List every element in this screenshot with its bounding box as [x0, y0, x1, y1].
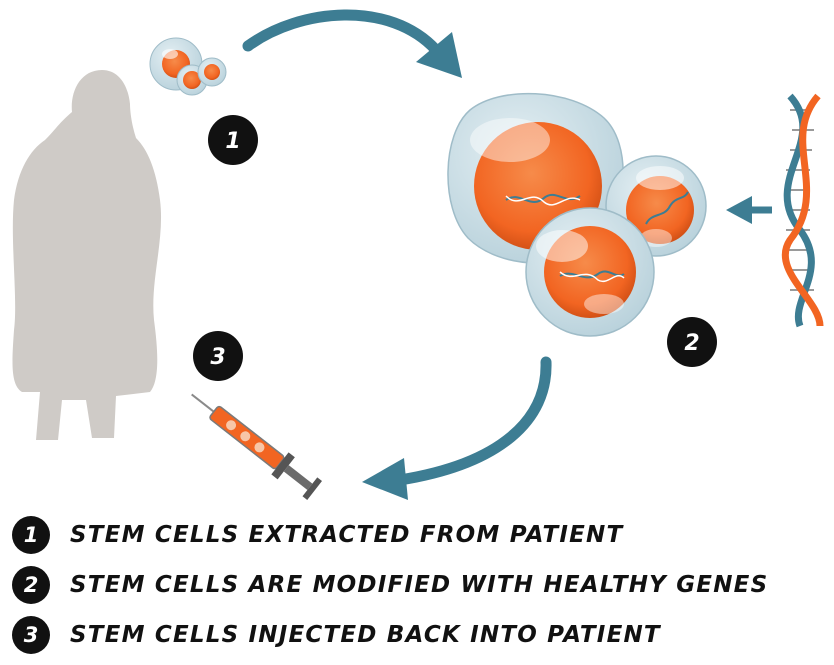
steps-legend: 1 STEM CELLS EXTRACTED FROM PATIENT 2 ST… [12, 510, 827, 660]
extracted-cells-icon [149, 37, 227, 96]
curved-arrow-icon [242, 9, 462, 78]
legend-step-text: STEM CELLS EXTRACTED FROM PATIENT [70, 522, 624, 548]
syringe-icon [191, 393, 323, 500]
legend-step-text: STEM CELLS ARE MODIFIED WITH HEALTHY GEN… [70, 572, 769, 598]
return-arrow-icon [362, 356, 552, 500]
step-2-badge: 2 [667, 317, 717, 367]
step-2-number: 2 [684, 331, 699, 356]
step-3-badge: 3 [193, 331, 243, 381]
legend-step-number: 3 [12, 616, 50, 654]
gene-therapy-diagram: 1 [12, 9, 824, 500]
legend-item: 1 STEM CELLS EXTRACTED FROM PATIENT [12, 510, 827, 560]
patient-silhouette-icon [12, 70, 162, 440]
stem-cells-icon [447, 92, 707, 337]
step-3-number: 3 [210, 345, 225, 370]
legend-step-text: STEM CELLS INJECTED BACK INTO PATIENT [70, 622, 661, 648]
step-1-number: 1 [225, 129, 240, 154]
legend-item: 2 STEM CELLS ARE MODIFIED WITH HEALTHY G… [12, 560, 827, 610]
legend-step-number: 1 [12, 516, 50, 554]
legend-step-number: 2 [12, 566, 50, 604]
step-1-badge: 1 [208, 115, 258, 165]
insert-arrow-icon [726, 196, 772, 224]
dna-helix-icon [781, 93, 824, 328]
legend-item: 3 STEM CELLS INJECTED BACK INTO PATIENT [12, 610, 827, 660]
